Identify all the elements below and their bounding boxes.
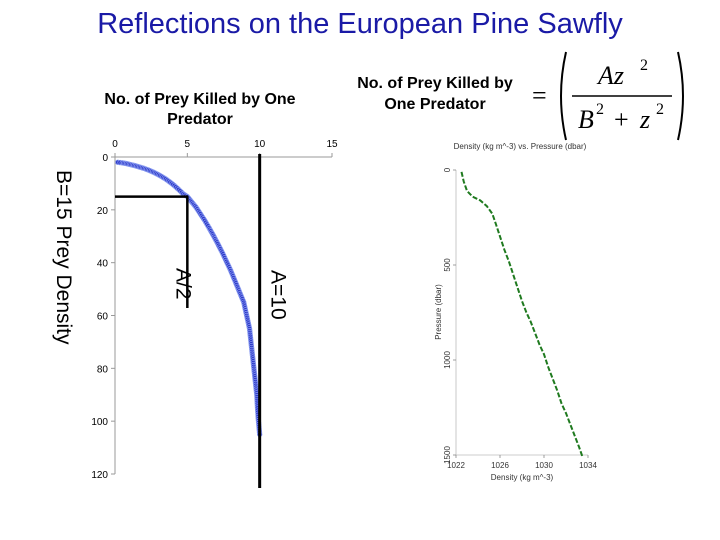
left-y-tick-label: 0	[102, 153, 108, 164]
left-chart-annotations: A/2 A=10 B=15 Prey Density	[52, 154, 290, 488]
left-y-tick-label: 120	[91, 470, 108, 481]
right-x-tick-label: 1030	[535, 461, 553, 470]
left-paren	[560, 51, 567, 141]
right-label-line-1: No. of Prey Killed by	[357, 75, 513, 92]
right-chart-frame	[455, 170, 588, 456]
right-label-line-2: One Predator	[384, 96, 486, 113]
right-y-tick-label: 0	[443, 167, 452, 172]
left-y-tick-label: 20	[97, 206, 109, 217]
equation-den-exp-a: 2	[596, 101, 604, 118]
left-x-tick-label: 15	[326, 139, 338, 150]
equation-den-z: z	[639, 105, 650, 134]
right-chart-labels: Density (kg m^-3) vs. Pressure (dbar) Den…	[434, 142, 587, 482]
equation-den-b: B	[578, 105, 594, 134]
left-y-tick-label: 40	[97, 259, 109, 270]
left-y-tick-label: 60	[97, 312, 109, 323]
right-x-tick-label: 1034	[579, 461, 597, 470]
left-chart-label: No. of Prey Killed by One Predator	[80, 90, 320, 130]
right-equation-label: No. of Prey Killed by One Predator	[340, 73, 530, 115]
right-x-axis-label: Density (kg m^-3)	[491, 473, 554, 482]
left-y-tick-label: 80	[97, 364, 109, 375]
right-y-tick-label: 1500	[443, 446, 452, 464]
right-paren	[677, 51, 684, 141]
left-y-tick-label: 100	[91, 417, 108, 428]
right-y-tick-label: 1000	[443, 351, 452, 369]
equation-numerator: Az	[596, 61, 624, 90]
equation-den-exp-b: 2	[656, 101, 664, 118]
right-chart-line	[460, 171, 584, 458]
a-label: A=10	[267, 270, 290, 320]
equation-equals: =	[532, 81, 547, 110]
right-y-tick-label: 500	[443, 258, 452, 272]
right-chart-title: Density (kg m^-3) vs. Pressure (dbar)	[454, 142, 587, 151]
a-half-label: A/2	[171, 268, 194, 300]
right-chart-ticks: 1022 1026 1030 1034 0 500 1000 1500	[443, 167, 597, 470]
slide-title: Reflections on the European Pine Sawfly	[97, 8, 623, 40]
left-label-line-1: No. of Prey Killed by One	[104, 91, 296, 108]
equation-num-exp: 2	[640, 57, 648, 74]
equation-plus: +	[614, 105, 629, 134]
left-x-tick-label: 10	[254, 139, 266, 150]
right-x-tick-label: 1022	[447, 461, 465, 470]
right-y-axis-label: Pressure (dbar)	[434, 284, 443, 340]
density-pressure-line	[460, 171, 584, 458]
prey-density-label: B=15 Prey Density	[52, 170, 75, 345]
right-x-tick-label: 1026	[491, 461, 509, 470]
left-x-tick-label: 0	[112, 139, 118, 150]
left-label-line-2: Predator	[167, 111, 233, 128]
left-chart-ticks: 0 5 10 15 0 20 40 60 80 100 120	[91, 139, 338, 481]
left-x-tick-label: 5	[185, 139, 191, 150]
